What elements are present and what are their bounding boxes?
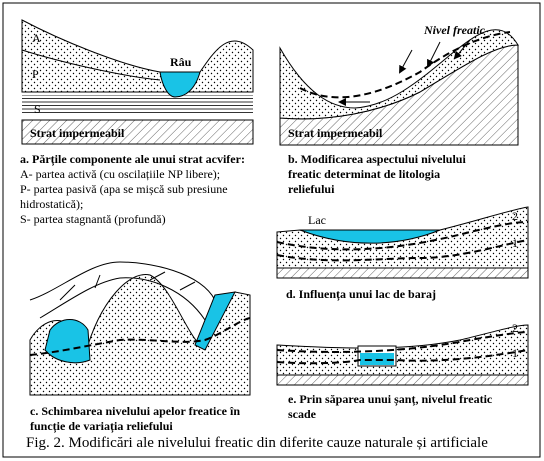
caption-b: b. Modificarea aspectului nivelului frea… [288,152,488,197]
caption-title: e. Prin săparea unui șanț, nivelul freat… [288,392,493,421]
bedrock [276,374,529,386]
water-level-2 [276,221,529,251]
mountain [29,261,216,301]
strata [59,271,196,301]
stagnant-zone [22,95,253,113]
label: 1 [512,236,518,250]
water-table [299,31,511,99]
label: S [34,102,41,116]
river [159,71,201,98]
water [194,291,236,351]
aquifer [29,273,251,396]
legend-item: P- partea pasivă (apa se mișcă sub presi… [20,182,228,211]
divider [21,49,161,81]
water-table [29,317,251,356]
caption-title: a. Părțile componente ale unui strat acv… [20,152,245,166]
label: Nivel freatic [423,23,486,37]
label: Strat impermeabil [30,126,125,140]
caption-title: b. Modificarea aspectului nivelului frea… [288,152,466,196]
bedrock [21,119,254,145]
caption-c: c. Schimbarea nivelului apelor freatice … [30,404,255,434]
lake [299,229,441,244]
label: Râu [170,55,192,69]
panel-c [29,261,251,396]
legend-item: S- partea stagnantă (profundă) [20,212,166,226]
figure-caption: Fig. 2. Modificări ale nivelului freatic… [26,435,488,451]
caption-a: a. Părțile componente ale unui strat acv… [20,152,260,227]
caption-title: d. Influența unui lac de baraj [286,287,437,301]
strata [39,277,206,321]
bedrock [276,267,529,279]
label: 1 [512,346,518,360]
arrow [453,39,471,60]
label: 2 [512,321,518,335]
label: 2 [512,209,518,223]
water-level-1 [276,349,529,365]
aquifer [21,19,254,93]
water-level-2 [276,331,529,353]
arrow [399,49,413,74]
caption-d: d. Influența unui lac de baraj [286,287,526,302]
arrow [427,41,441,68]
legend-item: A- partea activă (cu oscilațiile NP libe… [20,167,221,181]
caption-title: c. Schimbarea nivelului apelor freatice … [30,404,240,433]
panel-e: 2 1 [276,321,529,386]
label: A [32,31,41,45]
label: Lac [308,213,326,227]
panel-b: Nivel freatic Strat impermeabil [279,23,519,146]
water-level-1 [276,239,529,262]
caption-e: e. Prin săparea unui șanț, nivelul freat… [288,392,508,422]
panel-a: A P Râu S Strat impermeabil [21,19,254,145]
panel-d: Lac 2 1 [276,206,529,279]
label: Strat impermeabil [288,126,383,140]
label: P [32,67,39,81]
